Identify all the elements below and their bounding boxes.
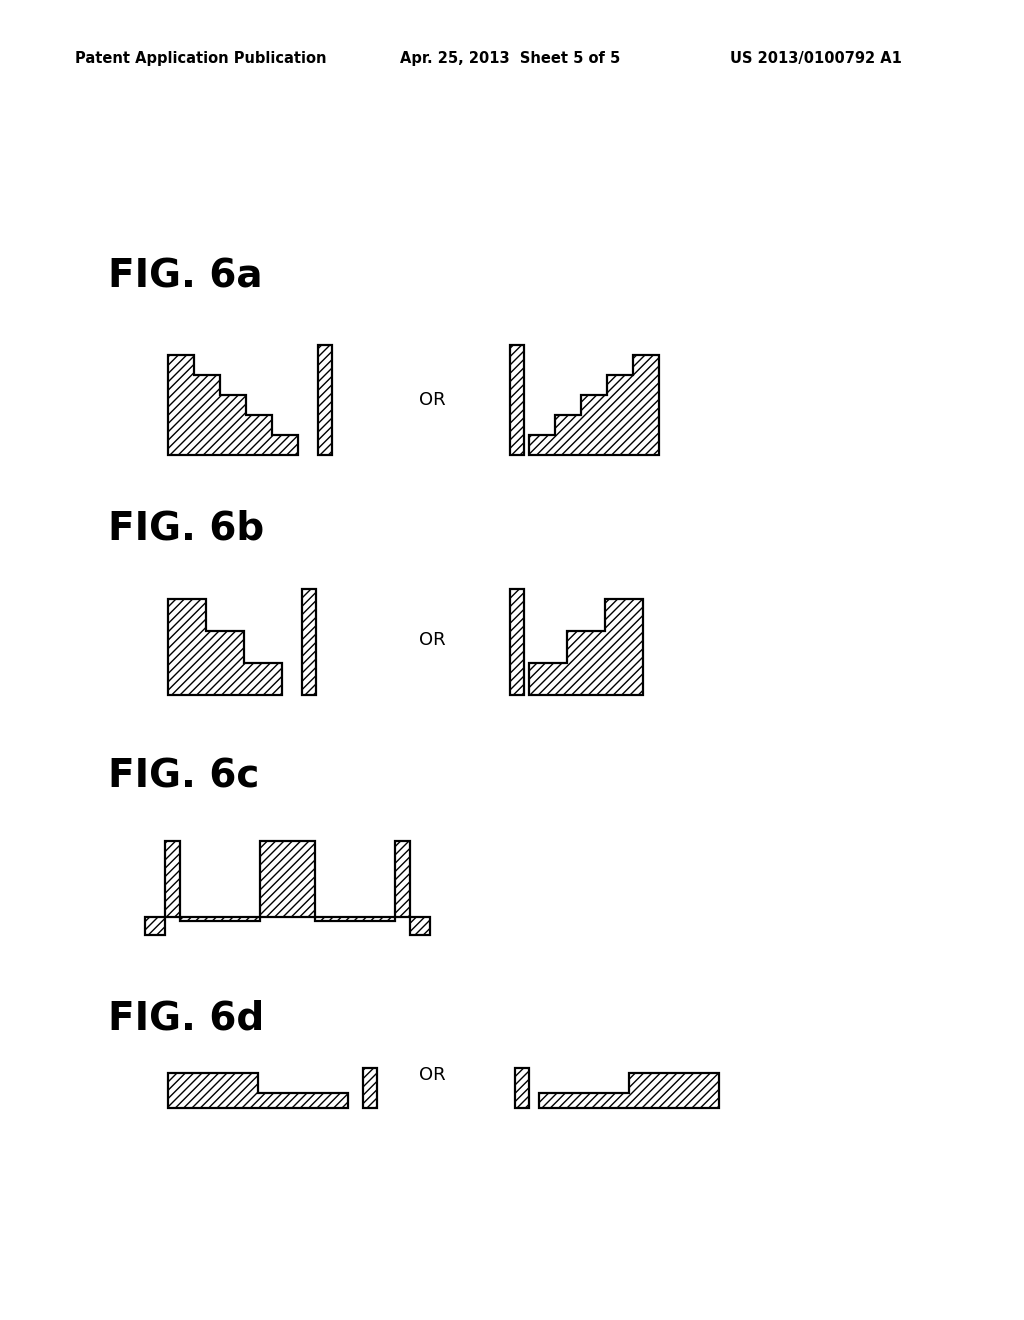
Polygon shape (539, 1073, 719, 1107)
Polygon shape (529, 355, 659, 455)
Text: OR: OR (419, 391, 445, 409)
Polygon shape (510, 589, 524, 696)
Polygon shape (318, 345, 332, 455)
Text: FIG. 6a: FIG. 6a (108, 257, 262, 296)
Text: Apr. 25, 2013  Sheet 5 of 5: Apr. 25, 2013 Sheet 5 of 5 (400, 50, 621, 66)
Polygon shape (510, 345, 524, 455)
Text: OR: OR (419, 1067, 445, 1084)
Text: US 2013/0100792 A1: US 2013/0100792 A1 (730, 50, 902, 66)
Polygon shape (165, 841, 410, 921)
Polygon shape (515, 1068, 529, 1107)
Text: OR: OR (419, 631, 445, 649)
Polygon shape (168, 355, 298, 455)
Polygon shape (529, 599, 643, 696)
Text: FIG. 6b: FIG. 6b (108, 510, 264, 548)
Polygon shape (302, 589, 316, 696)
Polygon shape (145, 917, 165, 935)
Text: Patent Application Publication: Patent Application Publication (75, 50, 327, 66)
Text: FIG. 6d: FIG. 6d (108, 1001, 264, 1038)
Polygon shape (168, 1073, 348, 1107)
Polygon shape (362, 1068, 377, 1107)
Polygon shape (168, 599, 282, 696)
Polygon shape (410, 917, 430, 935)
Text: FIG. 6c: FIG. 6c (108, 758, 259, 796)
